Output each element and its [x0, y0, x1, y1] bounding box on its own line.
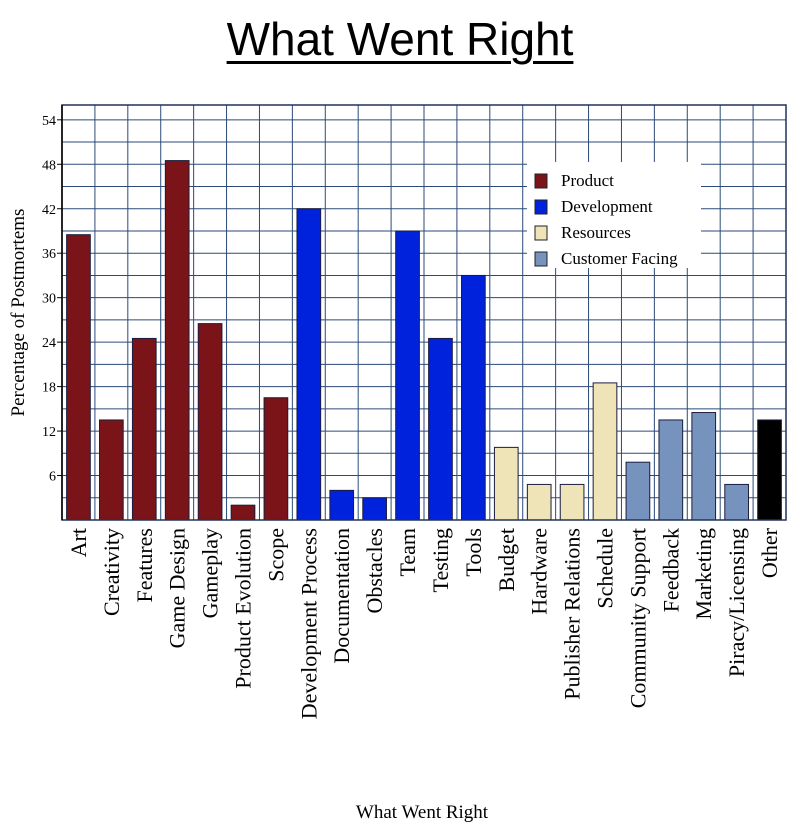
x-tick-label: Game Design — [165, 528, 190, 648]
x-tick-label: Creativity — [99, 528, 124, 616]
bar-scope — [263, 397, 289, 521]
x-tick-label: Other — [757, 527, 782, 578]
bar-piracy-licensing — [724, 483, 749, 521]
bar-game-design — [164, 160, 190, 521]
legend-swatch — [534, 251, 548, 267]
x-tick-label: Feedback — [658, 528, 683, 612]
x-tick-label: Marketing — [691, 528, 716, 620]
legend-label: Resources — [561, 223, 631, 242]
y-tick-label: 30 — [42, 292, 56, 307]
bar-hardware — [526, 483, 552, 521]
bar-tools — [461, 274, 486, 521]
x-tick-label: Scope — [263, 528, 288, 582]
legend-box — [527, 162, 701, 268]
y-tick-label: 54 — [42, 114, 56, 129]
bar-team — [395, 230, 420, 521]
y-tick-label: 18 — [42, 381, 56, 396]
legend-label: Customer Facing — [561, 249, 678, 268]
bar-obstacles — [362, 497, 387, 521]
bar-creativity — [99, 419, 124, 521]
bar-features — [131, 337, 157, 521]
legend-swatch — [534, 173, 548, 189]
y-tick-label: 36 — [42, 247, 56, 262]
chart-title: What Went Right — [226, 13, 574, 65]
y-tick-label: 12 — [42, 425, 56, 440]
legend-label: Product — [561, 171, 614, 190]
bar-art — [66, 234, 91, 521]
y-tick-label: 24 — [42, 336, 56, 351]
bar-other — [757, 419, 782, 521]
bar-gameplay — [197, 323, 223, 521]
bar-budget — [493, 446, 519, 521]
legend-label: Development — [561, 197, 653, 216]
x-tick-label: Testing — [428, 528, 453, 592]
bar-marketing — [691, 412, 717, 521]
y-tick-label: 48 — [42, 158, 56, 173]
x-axis-label: What Went Right — [356, 802, 489, 823]
x-tick-label: Art — [66, 528, 91, 557]
bar-testing — [428, 337, 453, 521]
y-tick-label: 42 — [42, 203, 56, 218]
x-tick-label: Obstacles — [362, 528, 387, 614]
bar-feedback — [658, 419, 684, 521]
x-tick-label: Community Support — [625, 528, 650, 708]
y-tick-label: 6 — [49, 470, 56, 485]
bar-community-support — [625, 461, 651, 521]
bar-development-process — [296, 208, 322, 521]
x-tick-label: Documentation — [329, 528, 354, 664]
x-tick-label: Features — [132, 528, 157, 603]
x-tick-label: Team — [395, 528, 420, 577]
x-tick-label: Budget — [494, 528, 519, 592]
y-axis-label: Percentage of Postmortems — [8, 209, 29, 417]
x-tick-label: Product Evolution — [231, 528, 256, 689]
bar-publisher-relations — [559, 483, 585, 521]
legend-swatch — [534, 199, 548, 215]
x-tick-label: Development Process — [296, 528, 321, 719]
bar-documentation — [329, 489, 355, 521]
x-tick-label: Publisher Relations — [560, 528, 585, 700]
x-tick-label: Piracy/Licensing — [724, 528, 749, 677]
bar-schedule — [592, 382, 618, 521]
x-tick-label: Tools — [461, 528, 486, 577]
x-tick-label: Schedule — [593, 528, 618, 609]
bar-product-evolution — [230, 504, 256, 521]
legend-swatch — [534, 225, 548, 241]
x-tick-label: Gameplay — [198, 528, 223, 618]
x-tick-label: Hardware — [527, 528, 552, 615]
